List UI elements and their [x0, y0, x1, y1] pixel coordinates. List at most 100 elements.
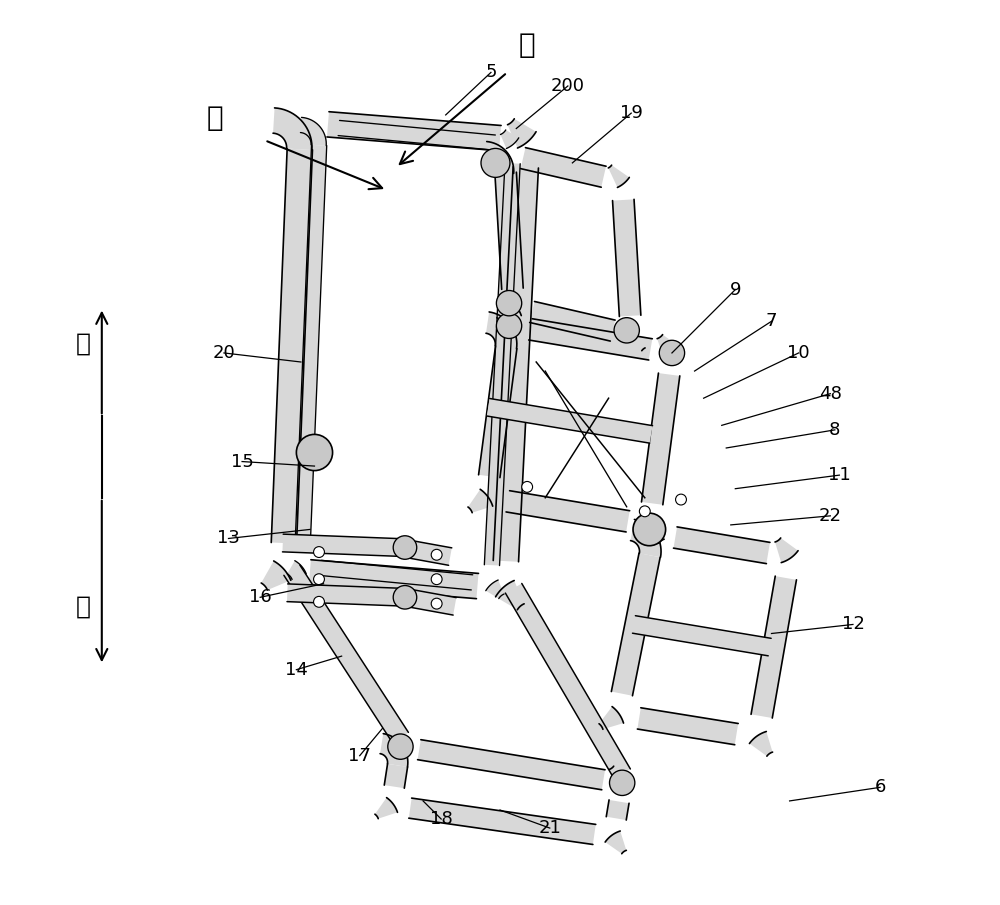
Polygon shape [282, 534, 401, 557]
Circle shape [431, 598, 442, 609]
Polygon shape [641, 519, 664, 543]
Polygon shape [493, 167, 538, 562]
Text: 11: 11 [828, 466, 851, 484]
Text: 5: 5 [485, 63, 497, 81]
Circle shape [388, 734, 413, 759]
Polygon shape [287, 584, 405, 606]
Polygon shape [409, 798, 596, 844]
Polygon shape [484, 163, 520, 566]
Polygon shape [496, 580, 524, 610]
Polygon shape [641, 520, 662, 538]
Polygon shape [486, 580, 504, 598]
Text: 12: 12 [842, 615, 864, 634]
Circle shape [314, 547, 324, 557]
Polygon shape [479, 346, 517, 478]
Circle shape [659, 340, 685, 366]
Text: 8: 8 [829, 421, 841, 439]
Circle shape [610, 770, 635, 795]
Polygon shape [375, 797, 397, 819]
Polygon shape [508, 119, 536, 148]
Text: 16: 16 [249, 588, 272, 606]
Polygon shape [271, 148, 312, 544]
Polygon shape [418, 739, 605, 790]
Text: 14: 14 [285, 661, 308, 679]
Polygon shape [309, 559, 478, 599]
Text: 下: 下 [76, 595, 91, 618]
Polygon shape [485, 141, 514, 174]
Text: 18: 18 [430, 810, 453, 828]
Text: 20: 20 [213, 344, 235, 362]
Polygon shape [284, 565, 408, 743]
Polygon shape [287, 561, 306, 579]
Polygon shape [295, 145, 327, 548]
Circle shape [639, 506, 650, 517]
Polygon shape [300, 118, 326, 146]
Circle shape [522, 481, 533, 492]
Text: 7: 7 [766, 312, 777, 330]
Polygon shape [505, 584, 630, 778]
Text: 右: 右 [207, 104, 223, 131]
Text: 200: 200 [551, 77, 585, 95]
Polygon shape [384, 764, 408, 788]
Circle shape [481, 148, 510, 177]
Circle shape [431, 549, 442, 560]
Polygon shape [497, 299, 521, 322]
Text: 13: 13 [217, 529, 240, 548]
Circle shape [393, 586, 417, 609]
Polygon shape [487, 398, 653, 443]
Circle shape [633, 513, 666, 546]
Polygon shape [613, 199, 641, 317]
Polygon shape [500, 130, 519, 148]
Circle shape [614, 318, 639, 343]
Polygon shape [632, 615, 771, 656]
Polygon shape [380, 734, 408, 767]
Polygon shape [468, 490, 493, 513]
Polygon shape [486, 312, 517, 348]
Polygon shape [611, 553, 660, 696]
Circle shape [296, 434, 333, 471]
Polygon shape [320, 560, 473, 590]
Polygon shape [506, 491, 630, 532]
Polygon shape [521, 148, 606, 187]
Circle shape [314, 596, 324, 607]
Polygon shape [605, 831, 626, 853]
Polygon shape [631, 519, 661, 557]
Circle shape [676, 494, 686, 505]
Polygon shape [749, 731, 773, 757]
Circle shape [496, 313, 522, 338]
Text: 21: 21 [538, 819, 561, 837]
Polygon shape [261, 561, 291, 590]
Polygon shape [403, 588, 456, 615]
Polygon shape [529, 319, 652, 360]
Polygon shape [599, 707, 624, 729]
Circle shape [314, 574, 324, 585]
Text: 10: 10 [787, 344, 810, 362]
Polygon shape [530, 301, 615, 341]
Polygon shape [657, 335, 680, 359]
Circle shape [496, 291, 522, 316]
Text: 9: 9 [730, 281, 741, 299]
Text: 17: 17 [348, 747, 371, 765]
Text: 6: 6 [874, 778, 886, 796]
Polygon shape [608, 165, 629, 187]
Polygon shape [338, 120, 495, 150]
Polygon shape [674, 527, 770, 564]
Text: 22: 22 [819, 507, 842, 525]
Text: 19: 19 [620, 104, 643, 122]
Polygon shape [495, 172, 523, 290]
Polygon shape [609, 767, 630, 789]
Circle shape [431, 574, 442, 585]
Text: 15: 15 [231, 452, 254, 471]
Polygon shape [273, 108, 312, 150]
Polygon shape [624, 329, 645, 351]
Polygon shape [399, 538, 452, 566]
Text: 左: 左 [519, 32, 535, 59]
Text: 上: 上 [76, 332, 91, 356]
Text: 48: 48 [819, 385, 842, 403]
Polygon shape [775, 538, 798, 563]
Polygon shape [606, 800, 629, 820]
Polygon shape [327, 111, 501, 151]
Polygon shape [751, 576, 796, 718]
Polygon shape [637, 708, 738, 745]
Circle shape [393, 536, 417, 559]
